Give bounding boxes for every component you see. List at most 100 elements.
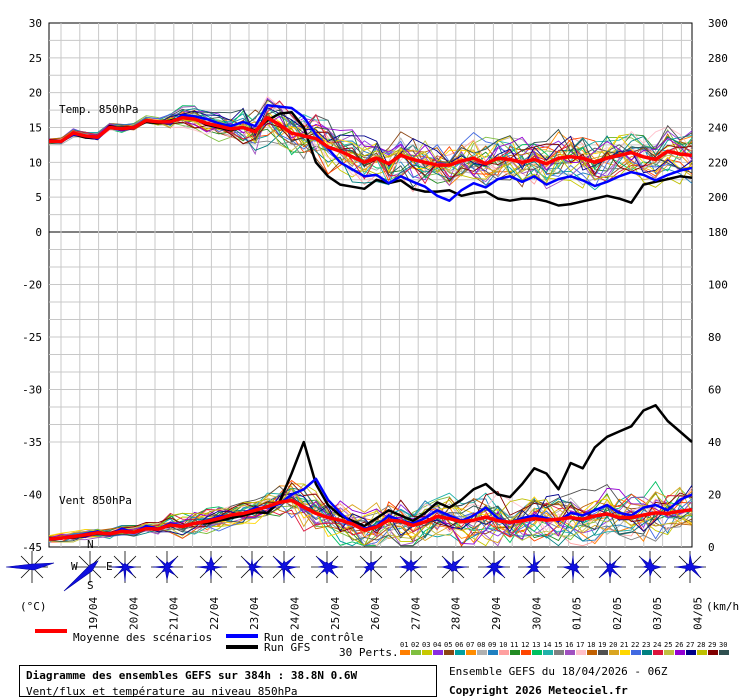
pert-legend-swatch xyxy=(697,650,707,655)
info-subtitle: Vent/flux et température au niveau 850hP… xyxy=(26,685,298,698)
legend-gfs-swatch xyxy=(226,645,258,649)
date-label: 03/05 xyxy=(651,597,664,630)
left-tick-label: -35 xyxy=(22,436,42,449)
pert-legend-swatch xyxy=(400,650,410,655)
pert-legend-swatch xyxy=(598,650,608,655)
date-label: 21/04 xyxy=(168,597,181,630)
right-tick-label: 260 xyxy=(708,87,728,100)
pert-legend-number: 10 xyxy=(499,641,507,649)
wind-rose xyxy=(557,551,589,583)
legend-mean-label: Moyenne des scénarios xyxy=(73,631,212,644)
right-tick-label: 280 xyxy=(708,52,728,65)
pert-legend-number: 15 xyxy=(554,641,562,649)
pert-legend-number: 06 xyxy=(455,641,463,649)
right-tick-label: 180 xyxy=(708,226,728,239)
pert-legend-swatch xyxy=(499,650,509,655)
wind-rose-shape xyxy=(525,553,541,576)
pert-legend-swatch xyxy=(708,650,718,655)
copyright: Copyright 2026 Meteociel.fr xyxy=(449,684,628,697)
date-label: 22/04 xyxy=(208,597,221,630)
pert-legend-swatch xyxy=(532,650,542,655)
wind-rose xyxy=(63,551,106,592)
wind-rose xyxy=(634,551,666,583)
right-tick-label: 220 xyxy=(708,156,728,169)
legend-mean-swatch xyxy=(35,629,67,633)
date-label: 26/04 xyxy=(369,597,382,630)
axis-ticks: 051015202530180200220240260280300-45-40-… xyxy=(22,17,728,554)
wind-rose xyxy=(151,551,183,583)
right-tick-label: 80 xyxy=(708,331,721,344)
compass-n: N xyxy=(87,538,94,551)
pert-legend-number: 24 xyxy=(653,641,661,649)
pert-legend-number: 18 xyxy=(587,641,595,649)
left-tick-label: -25 xyxy=(22,331,42,344)
wind-rose-shape xyxy=(5,562,55,571)
right-tick-label: 300 xyxy=(708,17,728,30)
date-label: 25/04 xyxy=(329,597,342,630)
wind-rose-shape xyxy=(274,556,298,581)
wind-rose xyxy=(311,551,343,583)
wind-rose xyxy=(478,551,510,583)
wind-rose-shape xyxy=(483,558,506,578)
date-label: 29/04 xyxy=(490,597,503,630)
wind-rose-shape xyxy=(675,554,704,578)
left-unit: (°C) xyxy=(20,600,47,613)
pert-legend-swatch xyxy=(719,650,729,655)
date-label: 27/04 xyxy=(409,597,422,630)
wind-rose-shape xyxy=(599,560,622,579)
date-label: 30/04 xyxy=(530,597,543,630)
wind-rose-shape xyxy=(399,556,422,573)
right-tick-label: 0 xyxy=(708,541,715,554)
pert-legend-swatch xyxy=(675,650,685,655)
pert-legend-number: 08 xyxy=(477,641,485,649)
pert-legend-number: 22 xyxy=(631,641,639,649)
wind-rose xyxy=(109,551,141,583)
wind-rose-shape xyxy=(243,558,263,579)
pert-legend-swatch xyxy=(554,650,564,655)
right-tick-label: 100 xyxy=(708,279,728,292)
pert-legend-number: 14 xyxy=(543,641,551,649)
pert-legend-swatch xyxy=(620,650,630,655)
right-tick-label: 240 xyxy=(708,122,728,135)
pert-legend-swatch xyxy=(521,650,531,655)
ensemble-run-info: Ensemble GEFS du 18/04/2026 - 06Z xyxy=(449,665,668,678)
wind-rose-shape xyxy=(441,557,468,573)
pert-legend-swatch xyxy=(543,650,553,655)
right-unit: (km/h) xyxy=(706,600,740,613)
pert-legend-swatch xyxy=(433,650,443,655)
left-tick-label: -40 xyxy=(22,489,42,502)
pert-legend-number: 17 xyxy=(576,641,584,649)
legend: Moyenne des scénarios Run de contrôle Ru… xyxy=(35,629,729,659)
pert-legend-swatch xyxy=(565,650,575,655)
legend-gfs-label: Run GFS xyxy=(264,641,310,654)
left-tick-label: 30 xyxy=(29,17,42,30)
left-tick-label: -20 xyxy=(22,279,42,292)
pert-legend-swatch xyxy=(488,650,498,655)
perturbation-line xyxy=(48,497,693,547)
left-tick-label: -45 xyxy=(22,541,42,554)
wind-rose xyxy=(395,551,427,583)
temp-panel-title: Temp. 850hPa xyxy=(59,103,138,116)
pert-legend-swatch xyxy=(609,650,619,655)
pert-legend-number: 09 xyxy=(488,641,496,649)
pert-legend-swatch xyxy=(587,650,597,655)
pert-legend-number: 21 xyxy=(620,641,628,649)
wind-rose-shape xyxy=(197,555,223,580)
pert-legend-swatch xyxy=(455,650,465,655)
right-tick-label: 60 xyxy=(708,384,721,397)
series-mean-line xyxy=(48,498,693,541)
perturbation-line xyxy=(48,493,693,542)
pert-legend-number: 30 xyxy=(719,641,727,649)
date-label: 19/04 xyxy=(87,597,100,630)
wind-rose xyxy=(236,551,268,583)
pert-legend-number: 20 xyxy=(609,641,617,649)
date-label: 04/05 xyxy=(692,597,705,630)
wind-rose xyxy=(674,551,706,583)
wind-rose xyxy=(594,551,626,583)
wind-rose-shape xyxy=(562,555,581,580)
pert-legend-swatch xyxy=(653,650,663,655)
left-tick-label: -30 xyxy=(22,384,42,397)
wind-rose xyxy=(518,551,550,583)
pert-legend-swatch xyxy=(411,650,421,655)
left-tick-label: 15 xyxy=(29,122,42,135)
